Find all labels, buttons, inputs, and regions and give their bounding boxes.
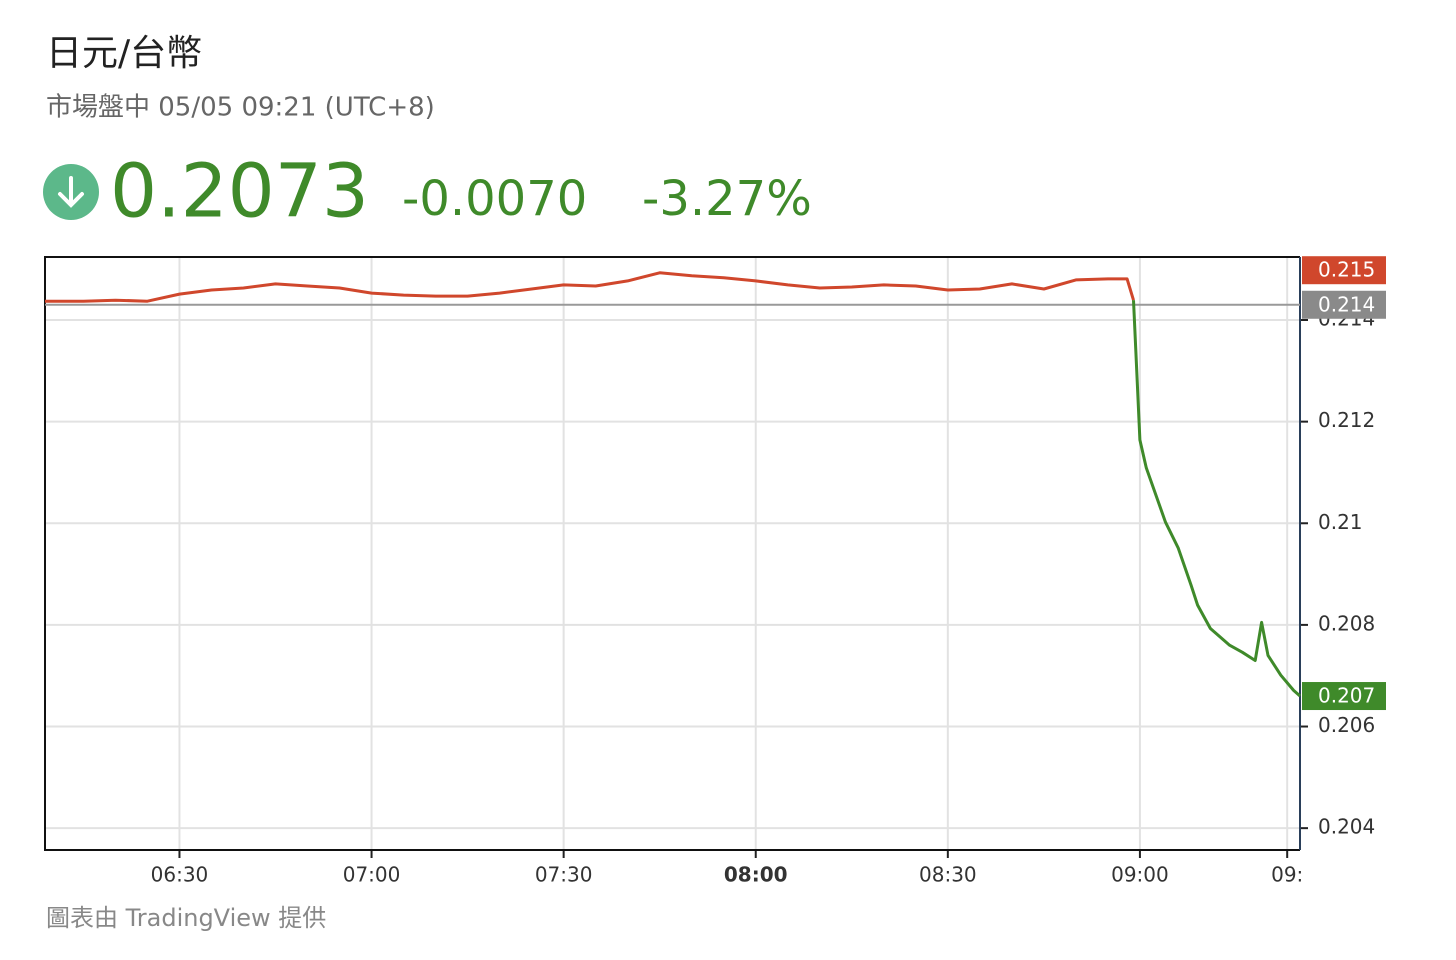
- price-label-box: [1302, 290, 1386, 319]
- x-tick-label: 08:00: [724, 863, 788, 887]
- y-tick-label: 0.212: [1318, 408, 1375, 432]
- subtitle: 市場盤中 05/05 09:21 (UTC+8): [46, 93, 435, 123]
- x-tick-label: 07:00: [343, 863, 401, 887]
- x-tick-label: 07:30: [535, 863, 593, 887]
- price-label-box: [1302, 256, 1386, 285]
- price-label: 0.207: [1318, 684, 1375, 708]
- y-tick-label: 0.204: [1318, 815, 1375, 839]
- x-tick-label: 09:00: [1111, 863, 1169, 887]
- y-tick-label: 0.21: [1318, 510, 1363, 534]
- plot-frame: [44, 256, 1300, 851]
- x-tick-label: 06:30: [151, 863, 209, 887]
- y-tick-label: 0.208: [1318, 611, 1375, 635]
- plot: 06:30 07:00 07:30 08:00 08:30 09:00 09: 0.204 0.…: [44, 256, 1386, 887]
- footer: 圖表由 TradingView 提供: [46, 904, 326, 932]
- x-tick-label: 08:30: [919, 863, 977, 887]
- change: -0.0070: [402, 171, 587, 227]
- price-label: 0.214: [1318, 292, 1375, 316]
- price-line: [1132, 300, 1301, 698]
- down-arrow: [58, 176, 84, 208]
- price: 0.2073: [110, 149, 369, 235]
- price-line: [45, 271, 1135, 303]
- y-tick-label: 0.206: [1318, 713, 1375, 737]
- price-label: 0.215: [1318, 258, 1375, 282]
- x-tick-label: 09:: [1271, 863, 1303, 887]
- price-label-box: [1302, 682, 1386, 711]
- title: 日元/台幣: [46, 33, 202, 74]
- change-percent: -3.27%: [642, 171, 812, 227]
